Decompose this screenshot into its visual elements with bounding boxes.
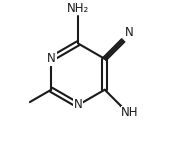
Text: N: N <box>74 98 82 111</box>
Text: N: N <box>125 26 134 39</box>
Text: NH₂: NH₂ <box>67 2 89 15</box>
Text: NH: NH <box>121 106 139 119</box>
Text: N: N <box>47 52 56 65</box>
